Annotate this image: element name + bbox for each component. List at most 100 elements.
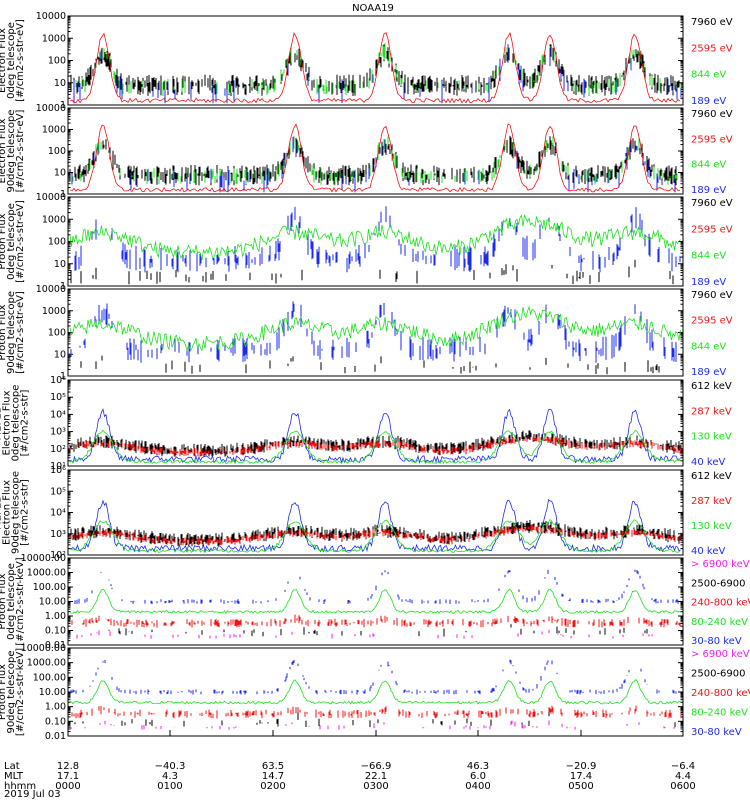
legend-item: 2595 eV xyxy=(691,43,733,54)
figure-title: NOAA19 xyxy=(352,3,394,14)
series-spikes-magenta xyxy=(70,720,675,730)
legend-item: 844 eV xyxy=(691,341,726,352)
y-tick-label: 100 xyxy=(48,146,66,157)
legend-item: 130 keV xyxy=(691,521,732,532)
x-tick-label-hhmm: 0600 xyxy=(670,781,695,792)
y-tick-label: 100.00 xyxy=(33,672,66,683)
legend-item: 30-80 keV xyxy=(691,727,742,738)
x-tick-label-hhmm: 0400 xyxy=(465,781,490,792)
legend-item: 2500-6900 xyxy=(691,669,746,680)
y-tick-label: 0.01 xyxy=(45,640,66,651)
y-tick-label: 10³ xyxy=(50,427,66,438)
x-tick-label-lat: −66.9 xyxy=(361,761,392,772)
series-spikes-blue xyxy=(70,659,677,695)
y-tick-label: 100 xyxy=(48,328,66,339)
x-tick-label-lat: −40.3 xyxy=(155,761,186,772)
legend-item: 189 eV xyxy=(691,185,726,196)
y-ticks: 1 10 100 1000 10000 xyxy=(36,284,683,382)
x-tick-label-hhmm: 0100 xyxy=(157,781,182,792)
legend-item: 844 eV xyxy=(691,70,726,81)
date-label: 2019 Jul 03 xyxy=(4,789,61,800)
series-trace-red xyxy=(69,123,681,193)
x-tick-label-hhmm: 0300 xyxy=(363,781,388,792)
y-tick-label: 10⁶ xyxy=(50,465,66,476)
legend: 612 keV 287 keV 130 keV 40 keV xyxy=(691,471,732,557)
series-spikes-black xyxy=(74,712,676,728)
series-spikes-black xyxy=(80,355,660,375)
y-tick-label: 0.01 xyxy=(45,731,66,742)
legend-item: 612 keV xyxy=(691,381,732,392)
series-spikes-black xyxy=(70,44,682,96)
y-tick-label: 1000.00 xyxy=(27,658,66,669)
y-tick-label: 100 xyxy=(48,237,66,248)
panel-3: 1 10 100 1000 10000 Proton Flux0deg telescope… xyxy=(0,192,733,292)
y-tick-label: 10000.00 xyxy=(21,553,66,564)
series-trace-green xyxy=(69,213,681,260)
y-tick-label: 1000 xyxy=(42,306,66,317)
traces xyxy=(69,408,682,465)
series-spikes-blue xyxy=(74,206,681,273)
legend-item: > 6900 keV xyxy=(691,559,750,570)
series-trace-red xyxy=(69,31,681,104)
y-tick-label: 10000 xyxy=(36,284,66,295)
y-tick-label: 100.00 xyxy=(33,582,66,593)
legend: 7960 eV 2595 eV 844 eV 189 eV xyxy=(691,198,733,288)
y-axis-label: MEPEDElectron Flux0deg telescope[#/cm2-s… xyxy=(0,385,31,462)
panel-5: 10¹ 10² 10³ 10⁴ 10⁵ 10⁶ MEPEDElectron Flux0deg… xyxy=(0,375,732,472)
series-spikes-red xyxy=(71,705,682,719)
legend: 7960 eV 2595 eV 844 eV 189 eV xyxy=(691,109,733,196)
legend-item: > 6900 keV xyxy=(691,649,750,660)
legend-item: 40 keV xyxy=(691,457,725,468)
y-tick-label: 10⁶ xyxy=(50,375,66,386)
traces xyxy=(69,123,681,193)
y-axis-label: Proton Flux90deg telescope[#/cm2-s-str-e… xyxy=(0,291,26,374)
traces xyxy=(69,659,682,730)
series-spikes-black xyxy=(70,259,674,285)
series-spikes-blue xyxy=(73,44,682,104)
axis-row-label: MLT xyxy=(4,771,24,782)
y-tick-label: 10 xyxy=(54,349,66,360)
y-ticks: 0.01 0.10 1.00 10.00 100.00 1000.00 10000.00 xyxy=(21,553,683,651)
x-tick-label-mlt: 4.3 xyxy=(162,771,178,782)
y-tick-label: 1000 xyxy=(42,214,66,225)
legend-item: 40 keV xyxy=(691,546,725,557)
y-tick-label: 1 xyxy=(60,189,66,200)
bottom-axis: Lat 12.8 −40.3 63.5 −66.9 46.3 −20.9 −6.4 MLT 17.… xyxy=(4,730,696,792)
y-tick-label: 10.00 xyxy=(39,687,66,698)
x-tick-label-lat: −6.4 xyxy=(671,761,695,772)
legend-item: 287 keV xyxy=(691,496,732,507)
traces xyxy=(69,498,682,554)
series-trace-green xyxy=(69,679,681,705)
legend: 7960 eV 2595 eV 844 eV 189 eV xyxy=(691,290,733,378)
series-trace-green xyxy=(69,305,681,352)
traces xyxy=(69,206,681,285)
series-spikes-green xyxy=(75,43,682,97)
x-tick-label-hhmm: 0200 xyxy=(260,781,285,792)
series-spikes-blue xyxy=(74,569,679,605)
legend-item: 2500-6900 xyxy=(691,578,746,589)
x-tick-label-mlt: 17.1 xyxy=(57,771,79,782)
x-tick-label-mlt: 17.4 xyxy=(570,771,592,782)
legend-item: 7960 eV xyxy=(691,290,733,301)
y-tick-label: 10000 xyxy=(36,11,66,22)
series-spikes-red xyxy=(69,436,682,457)
y-tick-label: 10 xyxy=(54,259,66,270)
y-tick-label: 10² xyxy=(50,550,66,561)
y-tick-label: 1000.00 xyxy=(27,568,66,579)
series-spikes-red xyxy=(69,524,681,546)
y-axis-label: Electron Flux90deg telescope[#/cm2-s-str… xyxy=(0,109,26,192)
series-spikes-magenta xyxy=(76,629,653,639)
legend-item: 189 eV xyxy=(691,277,726,288)
legend: > 6900 keV 2500-6900 240-800 keV 80-240 keV… xyxy=(691,649,750,738)
y-tick-label: 10 xyxy=(54,168,66,179)
legend-item: 612 keV xyxy=(691,471,732,482)
y-axis-label: Electron Flux0deg telescope[#/cm2-s-str-… xyxy=(0,19,26,102)
panel-6: 10² 10³ 10⁴ 10⁵ 10⁶ MEPEDElectron Flux90deg t… xyxy=(0,465,732,561)
legend-item: 130 keV xyxy=(691,432,732,443)
x-tick-label-lat: 63.5 xyxy=(262,761,284,772)
y-tick-label: 1000 xyxy=(42,33,66,44)
x-tick-label-hhmm: 0000 xyxy=(55,781,80,792)
series-trace-green xyxy=(69,518,681,554)
traces xyxy=(69,31,682,104)
